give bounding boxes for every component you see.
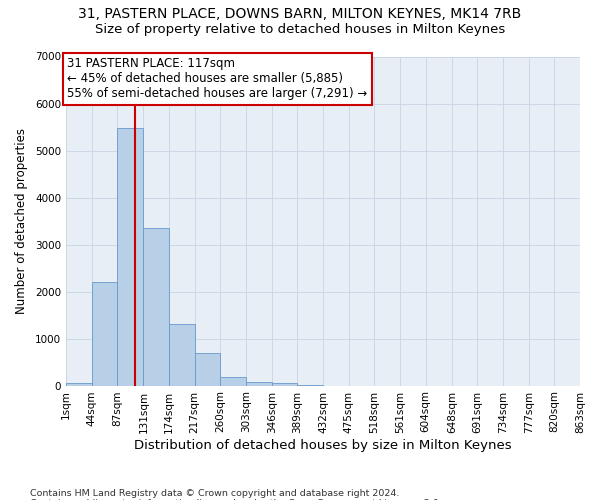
Bar <box>117 128 143 386</box>
Bar <box>246 382 272 386</box>
Text: 31 PASTERN PLACE: 117sqm
← 45% of detached houses are smaller (5,885)
55% of sem: 31 PASTERN PLACE: 117sqm ← 45% of detach… <box>67 58 367 100</box>
Bar <box>195 352 220 386</box>
Bar <box>92 282 117 386</box>
X-axis label: Distribution of detached houses by size in Milton Keynes: Distribution of detached houses by size … <box>134 440 512 452</box>
Text: Size of property relative to detached houses in Milton Keynes: Size of property relative to detached ho… <box>95 22 505 36</box>
Bar <box>66 383 92 386</box>
Text: Contains HM Land Registry data © Crown copyright and database right 2024.: Contains HM Land Registry data © Crown c… <box>30 488 400 498</box>
Bar <box>143 228 169 386</box>
Y-axis label: Number of detached properties: Number of detached properties <box>15 128 28 314</box>
Bar <box>169 324 195 386</box>
Text: Contains public sector information licensed under the Open Government Licence v3: Contains public sector information licen… <box>30 498 442 500</box>
Bar <box>220 378 246 386</box>
Bar <box>272 383 298 386</box>
Text: 31, PASTERN PLACE, DOWNS BARN, MILTON KEYNES, MK14 7RB: 31, PASTERN PLACE, DOWNS BARN, MILTON KE… <box>79 8 521 22</box>
